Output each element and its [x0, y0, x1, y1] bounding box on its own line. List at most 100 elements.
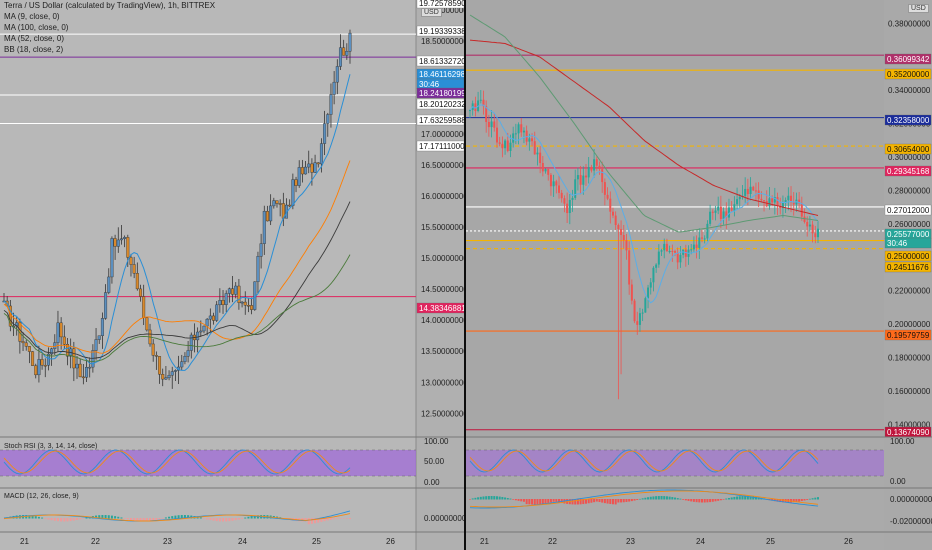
price-axis-label: 14.50000000	[421, 285, 464, 294]
price-axis-label: 13.00000000	[421, 378, 464, 387]
candle-body	[549, 174, 552, 187]
candle-body	[142, 296, 146, 319]
price-axis-label: 17.00000000	[421, 130, 464, 139]
candle-body	[714, 210, 717, 213]
macd-histogram-bar	[595, 499, 598, 502]
currency-button[interactable]: USD	[421, 8, 442, 17]
candle-body	[647, 287, 650, 299]
candle-body	[250, 305, 254, 310]
candle-body	[243, 301, 247, 306]
macd-label[interactable]: MACD (12, 26, close, 9)	[4, 493, 79, 500]
left-chart-panel[interactable]: 19.0000000018.5000000018.0000000017.5000…	[0, 0, 464, 550]
price-tag-label: 0.19579759	[887, 331, 930, 340]
price-tag	[884, 53, 932, 65]
macd-histogram-bar	[209, 518, 212, 521]
price-tag	[884, 68, 932, 80]
macd-histogram-bar	[676, 498, 679, 500]
candle-body	[189, 334, 193, 351]
chart-divider[interactable]	[464, 0, 466, 550]
candle-body	[316, 162, 320, 165]
price-tag-label: 0.25577000	[887, 230, 930, 239]
price-tag-label: 0.13674090	[887, 428, 930, 437]
time-axis-label: 26	[844, 537, 853, 546]
candle-body	[787, 195, 790, 201]
candle-body	[110, 238, 114, 278]
macd-histogram-bar	[63, 518, 66, 522]
macd-histogram-bar	[620, 499, 623, 503]
legend-bb[interactable]: BB (18, close, 2)	[4, 45, 64, 54]
macd-histogram-bar	[187, 515, 190, 519]
candle-body	[539, 152, 542, 164]
stoch-axis-label: 100.00	[890, 437, 915, 446]
price-tag	[416, 302, 464, 314]
macd-histogram-bar	[501, 496, 504, 500]
macd-histogram-bar	[792, 499, 795, 503]
macd-histogram-bar	[552, 499, 555, 502]
price-axis-label: 0.28000000	[888, 186, 931, 195]
candle-body	[517, 124, 520, 134]
time-axis-label: 22	[548, 537, 557, 546]
macd-histogram-bar	[736, 496, 739, 500]
macd-histogram-bar	[228, 518, 231, 522]
macd-histogram-bar	[329, 518, 332, 520]
macd-histogram-bar	[142, 518, 145, 522]
price-axis-label: 0.22000000	[888, 287, 931, 296]
candle-body	[512, 133, 515, 143]
ma-line	[469, 39, 819, 216]
candle-body	[272, 200, 276, 207]
candle-body	[684, 249, 687, 257]
price-tag	[416, 114, 464, 126]
candle-body	[736, 199, 739, 205]
candle-body	[800, 203, 803, 217]
candle-body	[326, 114, 330, 124]
macd-histogram-bar	[136, 518, 139, 522]
macd-histogram-bar	[215, 518, 218, 522]
candle-body	[622, 234, 625, 241]
macd-histogram-bar	[576, 499, 579, 505]
macd-histogram-bar	[333, 518, 336, 520]
stoch-rsi-label[interactable]: Stoch RSI (3, 3, 14, 14, close)	[4, 443, 98, 450]
left-chart-canvas[interactable]: 19.0000000018.5000000018.0000000017.5000…	[0, 0, 464, 550]
price-tag-label: 14.38346881	[419, 304, 464, 313]
macd-histogram-bar	[339, 518, 342, 519]
candle-body	[744, 188, 747, 196]
macd-histogram-bar	[558, 499, 561, 503]
candle-body	[541, 163, 544, 172]
candle-body	[636, 321, 639, 325]
macd-histogram-bar	[307, 518, 310, 525]
macd-histogram-bar	[776, 499, 779, 502]
candle-body	[811, 224, 814, 234]
candle-body	[595, 159, 598, 166]
legend-ma9[interactable]: MA (9, close, 0)	[4, 12, 60, 21]
candle-body	[21, 341, 25, 344]
macd-histogram-bar	[158, 518, 161, 520]
macd-histogram-bar	[717, 499, 720, 501]
macd-histogram-bar	[587, 499, 590, 504]
price-tag-label: 18.20120232	[419, 100, 464, 109]
candle-body	[711, 211, 714, 213]
macd-histogram-bar	[644, 497, 647, 500]
legend-ma100[interactable]: MA (100, close, 0)	[4, 23, 69, 32]
candle-body	[27, 346, 31, 352]
candle-body	[215, 304, 219, 321]
candle-body	[665, 243, 668, 252]
candle-body	[671, 251, 674, 253]
candle-body	[40, 359, 44, 366]
candle-body	[18, 322, 22, 342]
right-chart-panel[interactable]: 0.380000000.360000000.340000000.32000000…	[466, 0, 932, 550]
macd-histogram-bar	[727, 497, 730, 500]
legend-symbol[interactable]: Terra / US Dollar (calculated by Trading…	[4, 1, 216, 10]
right-chart-canvas[interactable]: 0.380000000.360000000.340000000.32000000…	[466, 0, 932, 550]
left-chart-legend: Terra / US Dollar (calculated by Trading…	[4, 0, 215, 55]
legend-ma52[interactable]: MA (52, close, 0)	[4, 34, 65, 43]
time-axis-label: 24	[238, 537, 247, 546]
macd-histogram-bar	[47, 518, 50, 520]
candle-body	[817, 228, 819, 238]
candle-body	[62, 336, 66, 345]
macd-histogram-bar	[231, 518, 234, 521]
currency-button-right[interactable]: USD	[908, 4, 929, 13]
candle-body	[690, 249, 693, 251]
candle-body	[630, 284, 633, 301]
candle-body	[752, 186, 755, 191]
macd-histogram-bar	[703, 499, 706, 503]
